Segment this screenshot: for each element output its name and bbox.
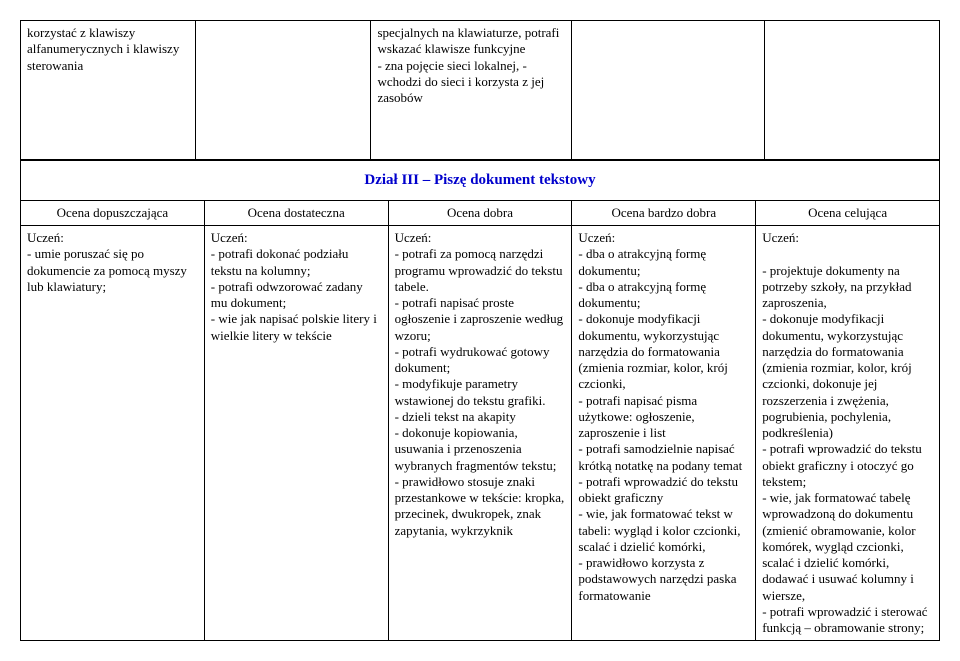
cell-dobra: Uczeń: - potrafi za pomocą narzędzi prog… <box>388 226 572 641</box>
section-title: Dział III – Piszę dokument tekstowy <box>21 161 940 201</box>
header-dopuszczajaca: Ocena dopuszczająca <box>21 200 205 225</box>
cell-dostateczna: Uczeń: - potrafi dokonać podziału tekstu… <box>204 226 388 641</box>
top-continuation-table: korzystać z klawiszy alfanumerycznych i … <box>20 20 940 160</box>
header-bardzo-dobra: Ocena bardzo dobra <box>572 200 756 225</box>
main-table: Dział III – Piszę dokument tekstowy Ocen… <box>20 160 940 641</box>
header-dobra: Ocena dobra <box>388 200 572 225</box>
content-row: Uczeń: - umie poruszać się po dokumencie… <box>21 226 940 641</box>
header-row: Ocena dopuszczająca Ocena dostateczna Oc… <box>21 200 940 225</box>
header-celujaca: Ocena celująca <box>756 200 940 225</box>
cell-dopuszczajaca: Uczeń: - umie poruszać się po dokumencie… <box>21 226 205 641</box>
section-title-row: Dział III – Piszę dokument tekstowy <box>21 161 940 201</box>
top-cell-3 <box>572 21 764 160</box>
top-cell-1 <box>196 21 371 160</box>
header-dostateczna: Ocena dostateczna <box>204 200 388 225</box>
cell-celujaca: Uczeń: - projektuje dokumenty na potrzeb… <box>756 226 940 641</box>
top-cell-2: specjalnych na klawiaturze, potrafi wska… <box>371 21 572 160</box>
cell-bardzo-dobra: Uczeń: - dba o atrakcyjną formę dokument… <box>572 226 756 641</box>
table-row: korzystać z klawiszy alfanumerycznych i … <box>21 21 940 160</box>
top-cell-4 <box>764 21 939 160</box>
top-cell-0: korzystać z klawiszy alfanumerycznych i … <box>21 21 196 160</box>
